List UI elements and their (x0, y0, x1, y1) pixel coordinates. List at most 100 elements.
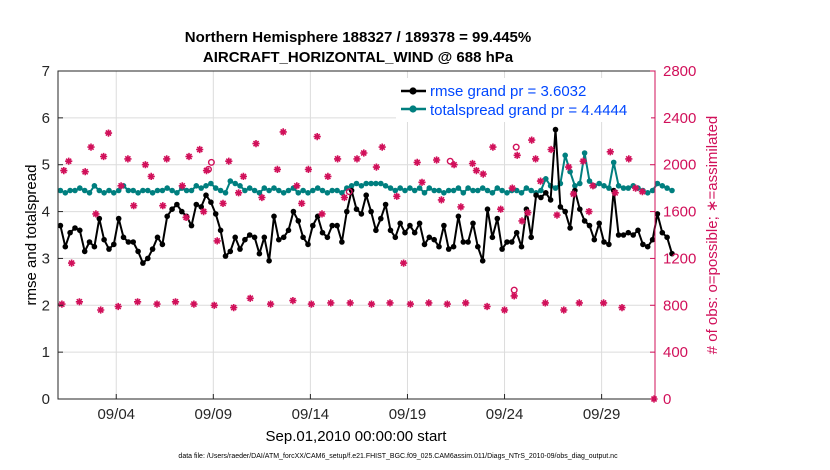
obs-assimilated-marker (182, 213, 190, 221)
x-tick-label: 09/09 (195, 406, 233, 423)
totalspread-series-point (441, 190, 447, 196)
rmse-series-point (533, 192, 539, 198)
rmse-series-point (261, 234, 268, 241)
obs-assimilated-marker (124, 155, 132, 163)
rmse-series-point (280, 234, 287, 241)
obs-assimilated-marker (97, 306, 105, 314)
obs-assimilated-marker (457, 203, 465, 211)
rmse-series-point (363, 192, 370, 198)
rmse-series-point (334, 222, 340, 229)
totalspread-series-point (601, 183, 607, 189)
obs-assimilated-marker (58, 300, 66, 308)
rmse-series-point (106, 246, 112, 252)
obs-assimilated-marker (386, 299, 394, 307)
y-right-tick-label: 800 (663, 297, 688, 314)
totalspread-series-point (188, 187, 195, 194)
obs-assimilated-marker (360, 149, 368, 157)
totalspread-series-point (203, 183, 209, 189)
totalspread-series-point (358, 183, 365, 189)
totalspread-series-point (470, 187, 476, 194)
x-axis-ticks: 09/04 09/09 09/14 09/19 09/24 09/29 (97, 394, 620, 423)
y-right-tick-label: 400 (663, 344, 688, 361)
rmse-series-point (86, 239, 93, 245)
obs-assimilated-marker (147, 172, 155, 180)
totalspread-series-point (237, 183, 243, 189)
y-right-tick-label: 2000 (663, 157, 696, 174)
rmse-series-point (111, 241, 117, 248)
obs-assimilated-marker (353, 155, 361, 163)
rmse-series-point (81, 248, 88, 255)
totalspread-series-point (586, 178, 593, 184)
totalspread-series-point (654, 180, 661, 187)
obs-assimilated-marker (367, 300, 376, 308)
totalspread-series-point (649, 187, 656, 194)
obs-assimilated-marker (425, 299, 433, 307)
rmse-series-point (450, 243, 457, 250)
rmse-series-point (654, 211, 661, 217)
rmse-series-point (135, 248, 141, 255)
totalspread-series-point (106, 187, 112, 194)
totalspread-series-point (475, 187, 481, 194)
rmse-series-point (445, 246, 452, 252)
totalspread-series-point (130, 187, 136, 194)
totalspread-series-point (382, 183, 389, 189)
totalspread-series-point (479, 185, 486, 191)
obs-assimilated-marker (293, 182, 301, 190)
obs-assimilated-marker (547, 145, 555, 154)
totalspread-series-point (610, 159, 617, 166)
obs-assimilated-marker (483, 302, 491, 311)
totalspread-series-point (411, 187, 418, 194)
totalspread-series-point (271, 185, 277, 191)
totalspread-series-point (562, 152, 568, 159)
totalspread-series-point (363, 180, 370, 187)
obs-assimilated-marker (378, 143, 386, 151)
rmse-series-point (630, 232, 636, 238)
series-layer (57, 126, 675, 266)
rmse-series-point (460, 239, 467, 245)
obs-assimilated-marker (618, 304, 626, 312)
obs-assimilated-marker (196, 145, 204, 154)
rmse-series-point (149, 246, 156, 252)
y-axis-right-label: # of obs: o=possible; ∗=assimilated (704, 116, 721, 355)
totalspread-series-point (402, 187, 408, 194)
totalspread-series-point (135, 190, 141, 196)
totalspread-series-point (450, 187, 457, 194)
obs-assimilated-marker (267, 300, 275, 308)
rmse-series-point (285, 227, 292, 234)
x-tick-label: 09/24 (486, 406, 524, 423)
obs-assimilated-marker (524, 209, 532, 217)
rmse-series-point (397, 220, 404, 227)
obs-assimilated-marker (153, 300, 161, 308)
totalspread-series-point (276, 187, 282, 194)
obs-assimilated-marker (252, 140, 260, 148)
rmse-series-point (659, 229, 666, 236)
totalspread-series-point (378, 180, 384, 187)
rmse-series-point (664, 234, 670, 241)
obs-assimilated-marker (171, 298, 180, 306)
rmse-series-point (465, 239, 471, 245)
rmse-series-point (256, 250, 263, 257)
obs-assimilated-marker (437, 196, 445, 204)
rmse-series-point (174, 201, 180, 208)
rmse-series-point (300, 234, 306, 241)
obs-assimilated-marker (81, 168, 89, 176)
obs-assimilated-marker (185, 152, 193, 161)
rmse-series-point (242, 236, 248, 243)
totalspread-series-point (426, 185, 433, 191)
legend-rmse-label: rmse grand pr = 3.6032 (430, 83, 586, 100)
rmse-series-point (251, 234, 258, 241)
obs-assimilated-marker (230, 304, 238, 312)
rmse-series-point (518, 243, 525, 250)
rmse-series-point (305, 241, 311, 248)
obs-assimilated-marker (340, 193, 348, 202)
rmse-series-point (276, 236, 282, 243)
obs-assimilated-marker (553, 211, 561, 219)
obs-assimilated-marker (134, 298, 142, 306)
totalspread-series-point (72, 187, 78, 194)
totalspread-series-point (81, 187, 88, 194)
rmse-series-point (159, 241, 166, 248)
rmse-series-point (499, 246, 505, 252)
rmse-series-point (615, 232, 622, 238)
obs-assimilated-marker (528, 136, 536, 144)
rmse-series-point (203, 192, 209, 198)
